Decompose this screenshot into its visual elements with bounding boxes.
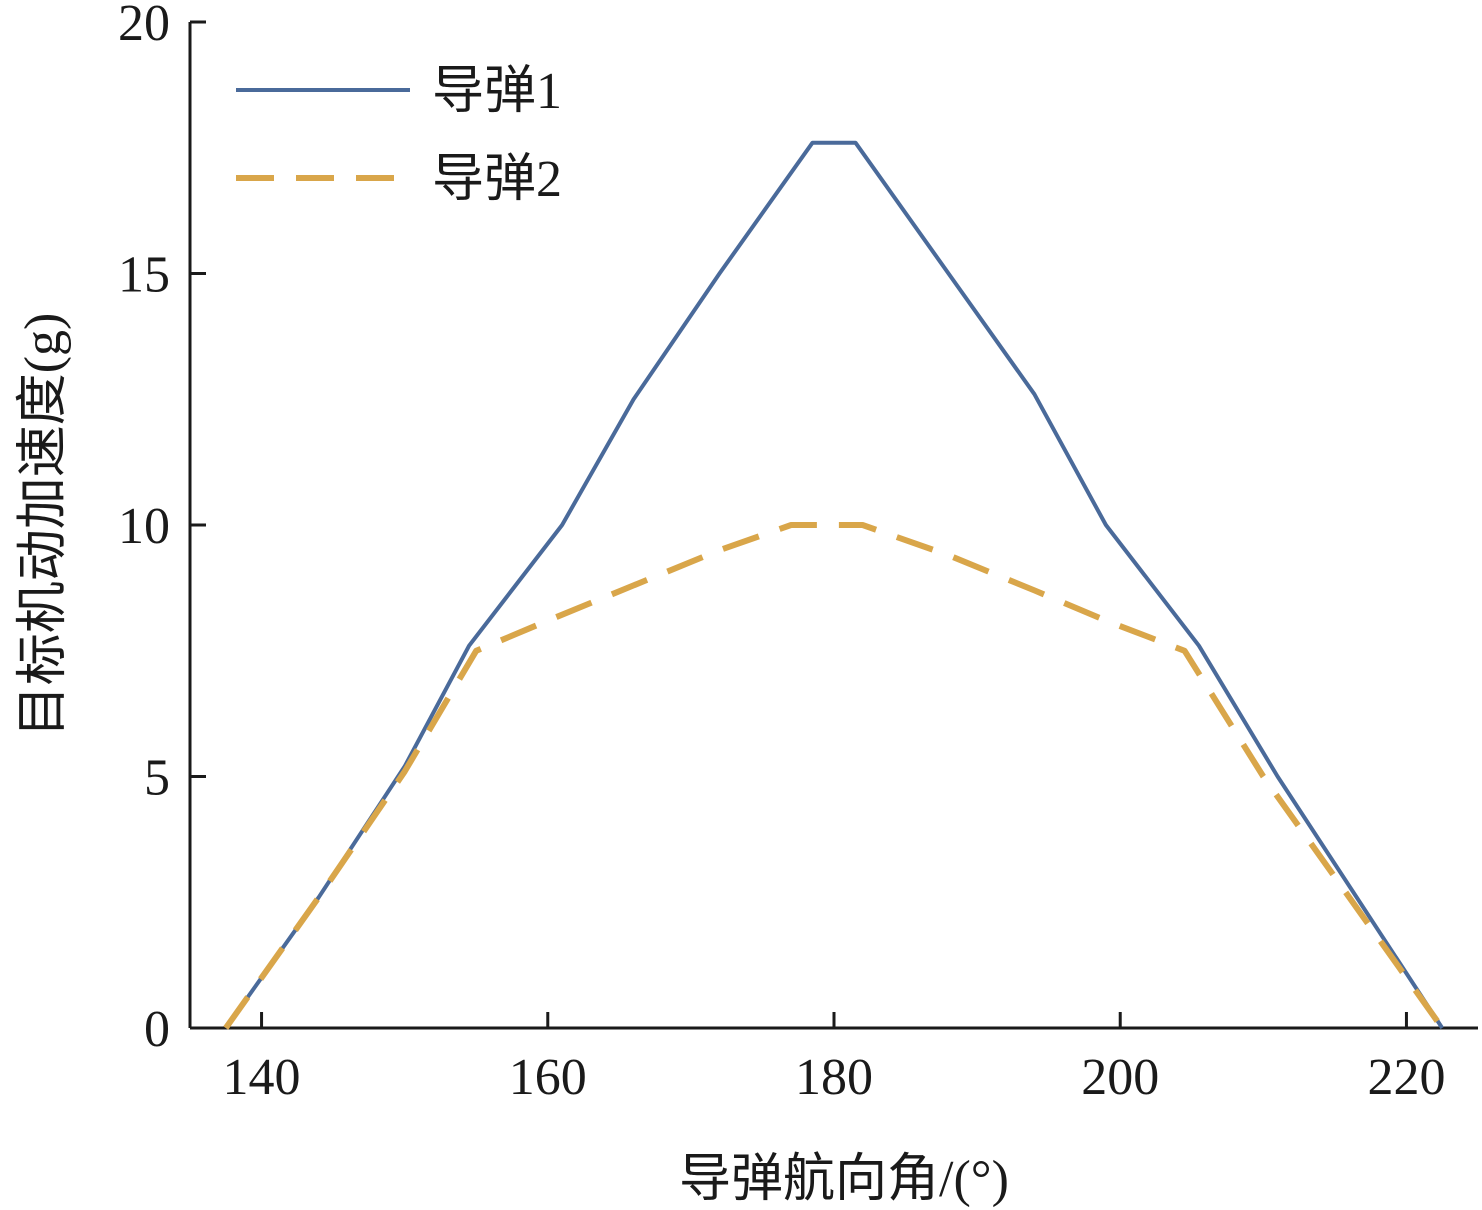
x-ticks: 140 160 180 200 220 — [223, 1012, 1445, 1106]
series-line-2 — [223, 522, 1445, 1030]
x-tick-label: 200 — [1081, 1049, 1159, 1106]
series-line-1 — [224, 140, 1444, 1030]
x-axis-title: 导弹航向角/(°) — [679, 1151, 1009, 1208]
y-tick-label: 10 — [118, 498, 170, 555]
legend: 导弹1 导弹2 — [236, 63, 562, 208]
series-layer — [223, 140, 1445, 1030]
x-tick-label: 160 — [509, 1049, 587, 1106]
legend-label-1: 导弹1 — [432, 63, 562, 120]
y-axis-title: 目标机动加速度(g) — [15, 313, 72, 738]
x-tick-label: 180 — [795, 1049, 873, 1106]
y-ticks: 0 5 10 15 20 — [118, 0, 206, 1058]
y-tick-label: 20 — [118, 0, 170, 52]
x-tick-label: 140 — [223, 1049, 301, 1106]
x-tick-label: 220 — [1367, 1049, 1445, 1106]
legend-label-2: 导弹2 — [432, 151, 562, 208]
y-tick-label: 0 — [144, 1001, 170, 1058]
axes — [188, 22, 1478, 1030]
y-tick-label: 15 — [118, 247, 170, 304]
y-tick-label: 5 — [144, 750, 170, 807]
